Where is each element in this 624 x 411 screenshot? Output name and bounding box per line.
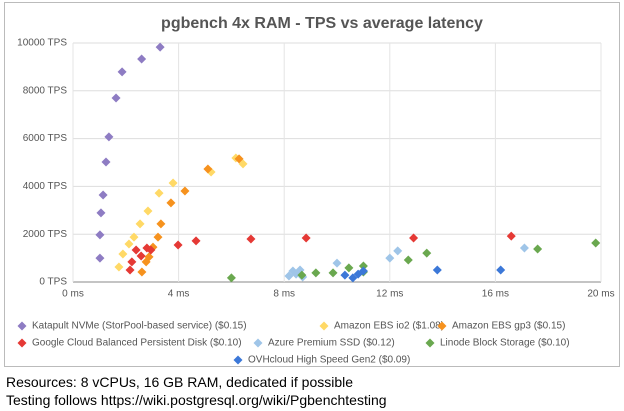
point (117, 67, 127, 77)
point (135, 219, 145, 229)
point (95, 253, 105, 263)
y-tick-label: 8000 TPS (23, 85, 68, 96)
point (344, 263, 354, 273)
point (246, 234, 256, 244)
x-tick-label: 8 ms (273, 289, 295, 300)
x-tick-label: 12 ms (376, 289, 403, 300)
point (136, 251, 146, 261)
point (332, 258, 342, 268)
point (340, 270, 350, 280)
point (95, 230, 105, 240)
point (409, 233, 419, 243)
legend-label: Azure Premium SSD ($0.12) (268, 338, 395, 349)
point (114, 262, 124, 272)
point (141, 257, 151, 267)
y-tick-label: 0 TPS (39, 277, 67, 288)
legend-marker (17, 321, 27, 331)
legend-marker (425, 338, 435, 348)
point (96, 208, 106, 218)
point (153, 232, 163, 242)
point (358, 266, 368, 276)
chart-title: pgbench 4x RAM - TPS vs average latency (161, 15, 483, 32)
legend-marker (253, 338, 263, 348)
point (137, 54, 147, 64)
point (125, 265, 135, 275)
point (291, 269, 301, 279)
point (191, 236, 201, 246)
legend-label: Amazon EBS gp3 ($0.15) (452, 321, 565, 332)
point (146, 245, 156, 255)
y-tick-label: 10000 TPS (17, 38, 67, 49)
chart: pgbench 4x RAM - TPS vs average latency … (4, 2, 620, 367)
x-tick-label: 4 ms (168, 289, 190, 300)
point (393, 246, 403, 256)
point (104, 132, 114, 142)
point (154, 188, 164, 198)
legend-marker (437, 321, 447, 331)
point (311, 268, 321, 278)
y-tick-label: 4000 TPS (23, 181, 68, 192)
chart-frame (4, 2, 620, 367)
point (519, 243, 529, 253)
point (328, 268, 338, 278)
point (533, 244, 543, 254)
point (98, 190, 108, 200)
point (422, 248, 432, 258)
legend-marker (17, 338, 27, 348)
point (101, 157, 111, 167)
x-tick-label: 16 ms (482, 289, 509, 300)
point (155, 42, 165, 52)
point (143, 206, 153, 216)
point (226, 273, 236, 283)
point (137, 267, 147, 277)
point (385, 253, 395, 263)
point (297, 270, 307, 280)
footer-line: Resources: 8 vCPUs, 16 GB RAM, dedicated… (6, 374, 354, 390)
legend-label: Katapult NVMe (StorPool-based service) (… (32, 321, 247, 332)
point (203, 164, 213, 174)
point (403, 255, 413, 265)
point (496, 265, 506, 275)
point (432, 265, 442, 275)
point (168, 178, 178, 188)
legend-marker (319, 321, 329, 331)
y-tick-label: 6000 TPS (23, 133, 68, 144)
point (348, 273, 358, 283)
point (129, 232, 139, 242)
point (127, 257, 137, 267)
point (124, 239, 134, 249)
point (358, 261, 368, 271)
point (591, 238, 601, 248)
point (180, 186, 190, 196)
point (301, 233, 311, 243)
point (234, 154, 244, 164)
point (156, 219, 166, 229)
point (506, 231, 516, 241)
y-tick-label: 2000 TPS (23, 229, 68, 240)
legend-label: Google Cloud Balanced Persistent Disk ($… (32, 338, 242, 349)
point (118, 249, 128, 259)
legend-label: Linode Block Storage ($0.10) (440, 338, 570, 349)
legend-marker (233, 355, 243, 365)
x-tick-label: 20 ms (587, 289, 614, 300)
point (173, 240, 183, 250)
point (131, 245, 141, 255)
point (166, 198, 176, 208)
x-tick-label: 0 ms (62, 289, 84, 300)
point (111, 93, 121, 103)
footer-line: Testing follows https://wiki.postgresql.… (6, 392, 387, 408)
legend-label: Amazon EBS io2 ($1.08) (334, 321, 444, 332)
legend-label: OVHcloud High Speed Gen2 ($0.09) (248, 355, 410, 366)
